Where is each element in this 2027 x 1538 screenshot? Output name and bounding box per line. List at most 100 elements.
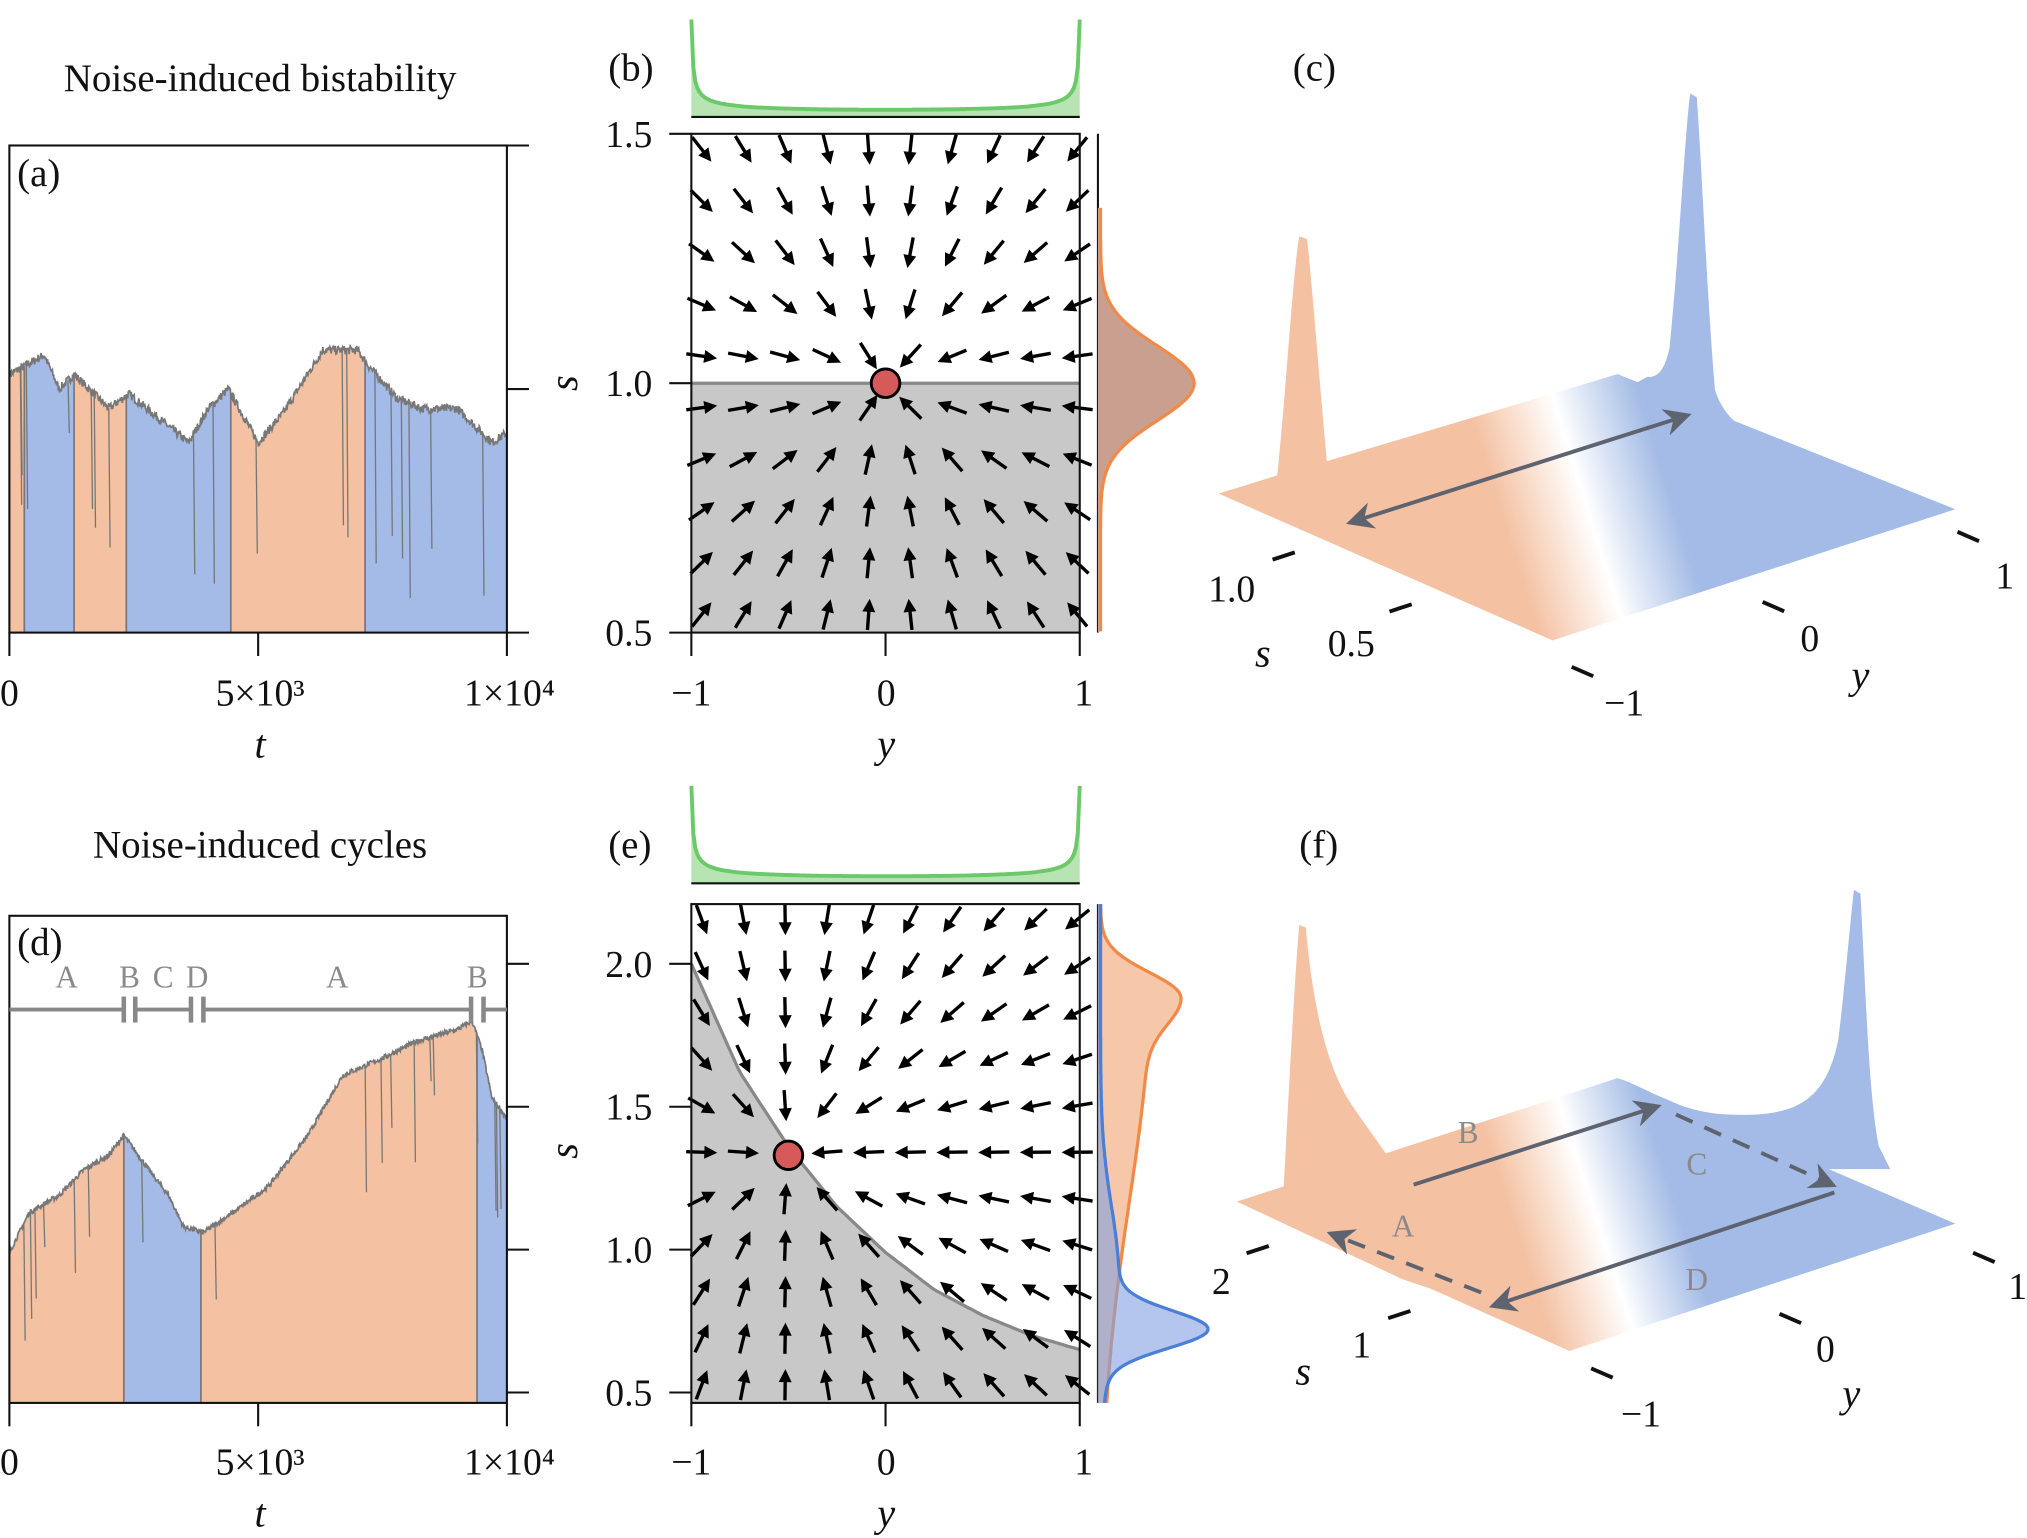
flow-arrowhead xyxy=(854,1191,870,1204)
x-axis-label: y xyxy=(873,1490,895,1535)
y-tick-label: 1.5 xyxy=(605,114,652,156)
y-tick-label: 0 xyxy=(1800,618,1819,660)
flow-arrowhead xyxy=(781,498,795,514)
phase-label: B xyxy=(119,959,140,994)
axis-tick-3d xyxy=(1245,1244,1270,1256)
flow-arrowhead xyxy=(737,1369,751,1384)
flow-arrowhead xyxy=(745,1145,760,1159)
flow-arrowhead xyxy=(780,200,793,215)
flow-arrowhead xyxy=(940,1281,955,1296)
trace-spike xyxy=(475,1033,479,1144)
panel-d-label: (d) xyxy=(17,921,62,964)
panel-b-label: (b) xyxy=(608,47,653,90)
flow-arrowhead xyxy=(1020,350,1035,363)
flow-arrowhead xyxy=(1065,552,1080,566)
flow-arrowhead xyxy=(739,550,754,565)
marginal-s-orange-line xyxy=(1098,207,1196,632)
trace-spike xyxy=(499,1108,502,1210)
flow-arrowhead xyxy=(739,199,754,214)
trace-spike xyxy=(364,1065,368,1193)
x-tick-label: −1 xyxy=(671,1441,711,1483)
flow-arrowhead xyxy=(903,254,917,269)
flow-arrowhead xyxy=(1024,916,1039,931)
arrow-d xyxy=(1488,1190,1836,1312)
panel-c xyxy=(1218,93,1980,679)
flow-arrowhead xyxy=(737,1323,751,1338)
flow-arrowhead xyxy=(861,966,874,981)
flow-arrowhead xyxy=(740,1187,755,1202)
trace-spike xyxy=(346,350,349,538)
fixed-point xyxy=(869,367,902,399)
trace-spike xyxy=(34,1209,37,1299)
panel-a-title: Noise-induced bistability xyxy=(64,57,457,100)
flow-arrowhead xyxy=(941,1326,956,1341)
y-tick-label: 0 xyxy=(1816,1328,1835,1370)
flow-arrowhead xyxy=(937,1100,952,1113)
flow-arrowhead xyxy=(983,1373,997,1388)
flow-arrowhead xyxy=(981,300,996,314)
trace-spike xyxy=(67,380,70,434)
flow-arrowhead xyxy=(986,600,999,615)
flow-arrowhead xyxy=(895,1100,911,1113)
density-peak-orange xyxy=(1218,236,1334,528)
flow-arrowhead xyxy=(823,302,837,317)
flow-arrowhead xyxy=(1025,198,1039,214)
flow-arrowhead xyxy=(783,449,798,464)
y-tick-label: −1 xyxy=(1621,1393,1661,1435)
regime-area xyxy=(365,361,507,633)
flow-arrowhead xyxy=(1062,1053,1077,1067)
trace-spike xyxy=(192,434,196,575)
trace-spike xyxy=(482,433,485,596)
flow-arrowhead xyxy=(938,1237,953,1250)
trajectory-line xyxy=(8,1019,508,1255)
flow-arrowhead xyxy=(1061,350,1076,363)
panel-f xyxy=(1236,889,1996,1380)
flow-arrowhead xyxy=(864,394,878,410)
x-axis-label: y xyxy=(873,721,895,766)
trace-spike xyxy=(432,1036,436,1096)
flow-arrowhead xyxy=(822,496,834,512)
basin-shading xyxy=(691,383,1080,633)
flow-arrowhead xyxy=(942,1372,956,1387)
panel-a xyxy=(8,144,529,656)
flow-arrowhead xyxy=(983,917,997,932)
y-tick-label: −1 xyxy=(1604,683,1644,725)
axis-tick-3d xyxy=(1956,530,1980,543)
trace-spike xyxy=(429,408,433,549)
panel-e-label: (e) xyxy=(608,823,651,866)
flow-arrowhead xyxy=(778,1183,792,1197)
flow-arrowhead xyxy=(903,919,915,934)
flow-arrowhead xyxy=(739,148,752,163)
flow-arrowhead xyxy=(778,1061,792,1075)
flow-arrowhead xyxy=(821,201,834,216)
flow-arrowhead xyxy=(861,920,874,935)
marginal-y-fill xyxy=(691,785,1080,884)
separatrix-line xyxy=(689,963,1081,1352)
flow-arrowhead xyxy=(1023,500,1038,515)
axis-tick-3d xyxy=(1388,602,1413,614)
flow-arrowhead xyxy=(1062,452,1078,465)
flow-arrowhead xyxy=(983,499,998,514)
trace-spike xyxy=(90,391,94,510)
density-peak-blue xyxy=(1624,93,1748,449)
trace-spike xyxy=(29,1211,33,1319)
y-tick-label: 1.5 xyxy=(605,1087,652,1129)
flow-arrowhead xyxy=(855,1101,870,1114)
flow-arrowhead xyxy=(696,919,709,935)
s-axis-label: s xyxy=(1295,1349,1311,1394)
flow-arrowhead xyxy=(740,1103,754,1118)
trace-spike xyxy=(400,400,404,559)
flow-arrowhead xyxy=(701,1191,716,1204)
x-axis-label: t xyxy=(254,1490,266,1535)
flow-arrowhead xyxy=(1020,400,1034,414)
flow-arrowhead xyxy=(783,300,798,315)
flow-arrowhead xyxy=(821,547,834,563)
flow-arrowhead xyxy=(1023,962,1038,976)
arrow-label-d: D xyxy=(1686,1262,1709,1297)
flow-arrowhead xyxy=(701,452,717,465)
y-tick-label: 1.0 xyxy=(605,363,652,405)
y-axis-label: y xyxy=(1838,1371,1860,1416)
y-tick-label: 1 xyxy=(2008,1266,2027,1308)
arrow-label-a: A xyxy=(1392,1209,1415,1244)
